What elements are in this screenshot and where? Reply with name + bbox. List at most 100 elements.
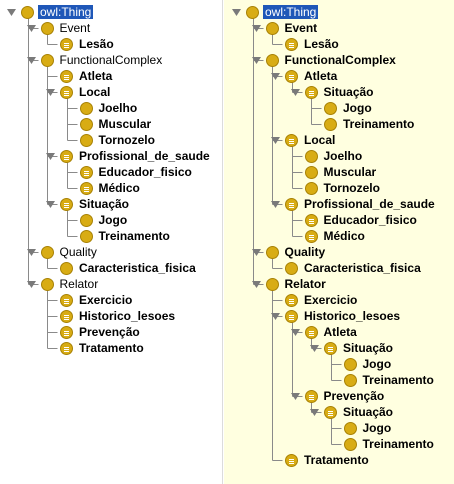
tree-node-situacao[interactable]: Situação [309,404,395,420]
defined-class-icon [304,325,318,339]
expand-collapse-triangle-icon[interactable] [270,196,281,212]
tree-node-label: Event [59,21,91,35]
defined-class-icon [324,341,337,355]
tree-node-local[interactable]: Local [45,84,112,100]
tree-node-quality[interactable]: Quality [251,244,328,260]
tree-node-profissional-de-saude[interactable]: Profissional_de_saude [270,196,437,212]
tree-node-tornozelo[interactable]: Tornozelo [290,180,382,196]
tree-node-exercicio[interactable]: Exercicio [45,292,134,308]
tree-node-functionalcomplex[interactable]: FunctionalComplex [251,52,398,68]
tree-node-owl-thing[interactable]: owl:Thing [6,4,94,20]
tree-node-atleta[interactable]: Atleta [290,324,359,340]
class-icon [21,5,34,19]
class-icon [79,117,93,131]
tree-node-joelho[interactable]: Joelho [65,100,140,116]
tree-node-tratamento[interactable]: Tratamento [270,452,371,468]
expand-collapse-triangle-icon[interactable] [231,4,242,20]
expand-collapse-triangle-icon[interactable] [26,52,37,68]
tree-node-educador-fisico[interactable]: Educador_fisico [65,164,194,180]
expand-collapse-triangle-icon[interactable] [251,20,262,36]
class-icon [79,101,93,115]
expand-collapse-triangle-icon[interactable] [26,20,37,36]
tree-node-treinamento[interactable]: Treinamento [309,116,416,132]
expand-collapse-triangle-icon[interactable] [251,52,262,68]
tree-node-relator[interactable]: Relator [251,276,328,292]
tree-node-owl-thing[interactable]: owl:Thing [231,4,319,20]
tree-node-jogo[interactable]: Jogo [329,356,394,372]
tree-node-medico[interactable]: Médico [290,228,367,244]
expand-collapse-triangle-icon[interactable] [309,340,320,356]
expand-collapse-triangle-icon[interactable] [45,196,56,212]
tree-node-historico-lesoes[interactable]: Historico_lesoes [45,308,177,324]
tree-node-lesao[interactable]: Lesão [45,36,116,52]
tree-node-label: FunctionalComplex [59,53,163,67]
tree-node-treinamento[interactable]: Treinamento [329,436,436,452]
tree-node-caracteristica-fisica[interactable]: Caracteristica_fisica [45,260,198,276]
tree-node-prevencao[interactable]: Prevenção [290,388,387,404]
tree-node-muscular[interactable]: Muscular [290,164,379,180]
tree-node-treinamento[interactable]: Treinamento [329,372,436,388]
expand-collapse-triangle-icon[interactable] [290,388,301,404]
tree-node-label: Lesão [304,37,339,51]
expand-collapse-triangle-icon[interactable] [270,68,281,84]
tree-node-functionalcomplex[interactable]: FunctionalComplex [26,52,165,68]
expand-collapse-triangle-icon[interactable] [45,84,56,100]
tree-node-relator[interactable]: Relator [26,276,101,292]
defined-class-icon [304,389,318,403]
tree-node-label: Quality [284,245,326,259]
expand-collapse-triangle-icon[interactable] [6,4,17,20]
tree-node-label: Joelho [323,149,363,163]
tree-node-label: Jogo [343,101,372,115]
tree-node-local[interactable]: Local [270,132,337,148]
tree-node-medico[interactable]: Médico [65,180,142,196]
expand-collapse-triangle-icon[interactable] [26,244,37,260]
tree-node-educador-fisico[interactable]: Educador_fisico [290,212,419,228]
defined-class-icon [285,133,298,147]
expand-collapse-triangle-icon[interactable] [26,276,37,292]
defined-class-icon [304,229,318,243]
tree-node-label: Event [284,21,318,35]
tree-node-jogo[interactable]: Jogo [329,420,394,436]
expand-collapse-triangle-icon[interactable] [251,276,262,292]
expand-collapse-triangle-icon[interactable] [290,84,301,100]
class-icon [79,213,93,227]
asserted-class-hierarchy-panel: owl:Thing Event Lesão FunctionalComplex Atle… [0,0,223,484]
tree-node-tratamento[interactable]: Tratamento [45,340,146,356]
tree-node-event[interactable]: Event [251,20,320,36]
tree-node-jogo[interactable]: Jogo [65,212,130,228]
tree-node-situacao[interactable]: Situação [45,196,131,212]
expand-collapse-triangle-icon[interactable] [270,308,281,324]
tree-node-label: Jogo [362,421,392,435]
tree-node-jogo[interactable]: Jogo [309,100,374,116]
expand-collapse-triangle-icon[interactable] [290,324,301,340]
tree-node-quality[interactable]: Quality [26,244,99,260]
defined-class-icon [60,293,73,307]
class-icon [40,277,54,291]
class-icon [60,261,73,275]
tree-node-atleta[interactable]: Atleta [45,68,114,84]
tree-node-label: Joelho [98,101,138,115]
expand-collapse-triangle-icon[interactable] [251,244,262,260]
expand-collapse-triangle-icon[interactable] [309,404,320,420]
tree-node-tornozelo[interactable]: Tornozelo [65,132,157,148]
expand-collapse-triangle-icon[interactable] [45,148,56,164]
tree-node-exercicio[interactable]: Exercicio [270,292,359,308]
tree-node-profissional-de-saude[interactable]: Profissional_de_saude [45,148,212,164]
tree-node-event[interactable]: Event [26,20,93,36]
tree-node-joelho[interactable]: Joelho [290,148,365,164]
expand-collapse-triangle-icon[interactable] [270,132,281,148]
tree-node-label: Educador_fisico [323,213,417,227]
tree-node-treinamento[interactable]: Treinamento [65,228,172,244]
tree-node-situacao[interactable]: Situação [309,340,395,356]
tree-node-label: Exercicio [304,293,358,307]
tree-node-lesao[interactable]: Lesão [270,36,341,52]
class-icon [265,53,279,67]
tree-node-historico-lesoes[interactable]: Historico_lesoes [270,308,402,324]
tree-node-muscular[interactable]: Muscular [65,116,154,132]
tree-node-prevencao[interactable]: Prevenção [45,324,142,340]
tree-node-label: Caracteristica_fisica [304,261,421,275]
tree-node-caracteristica-fisica[interactable]: Caracteristica_fisica [270,260,423,276]
class-icon [324,117,337,131]
tree-node-atleta[interactable]: Atleta [270,68,339,84]
tree-node-situacao[interactable]: Situação [290,84,376,100]
